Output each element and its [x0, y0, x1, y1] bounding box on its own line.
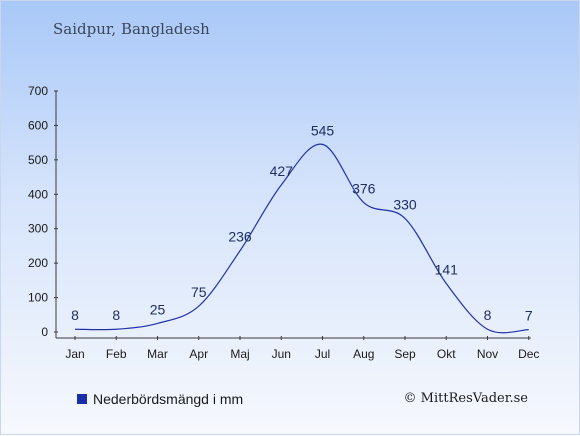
data-label: 376: [352, 181, 376, 197]
data-label: 427: [270, 163, 294, 179]
y-tick-label: 100: [28, 291, 48, 305]
data-label: 75: [191, 284, 207, 300]
data-label: 545: [311, 122, 335, 138]
x-tick-labels: Jan Feb Mar Apr Maj Jun Jul Aug Sep Okt Nov Dec: [65, 336, 539, 361]
x-tick-label: Nov: [477, 347, 498, 361]
data-label: 236: [228, 229, 252, 245]
x-tick-label: Jun: [272, 347, 291, 361]
x-tick-label: Mar: [147, 347, 168, 361]
legend-swatch: [77, 394, 87, 404]
x-tick-label: Maj: [230, 347, 249, 361]
data-label: 141: [435, 261, 459, 277]
legend-label: Nederbördsmängd i mm: [93, 391, 244, 407]
precipitation-line: [74, 143, 529, 334]
x-tick-label: Apr: [189, 347, 208, 361]
x-tick-label: Sep: [394, 347, 416, 361]
axes: [55, 91, 531, 339]
data-label: 8: [71, 307, 79, 323]
chart-title: Saidpur, Bangladesh: [53, 20, 210, 38]
x-tick-label: Jan: [65, 347, 84, 361]
data-label: 25: [150, 301, 166, 317]
y-tick-label: 200: [28, 256, 48, 270]
y-tick-label: 600: [28, 118, 48, 132]
legend: Nederbördsmängd i mm: [77, 391, 243, 407]
x-tick-label: Jul: [315, 347, 330, 361]
credit-text: © MittResVader.se: [403, 391, 528, 406]
data-label: 8: [484, 307, 492, 323]
x-tick-label: Aug: [353, 347, 374, 361]
y-tick-label: 400: [28, 187, 48, 201]
x-tick-label: Dec: [518, 347, 539, 361]
y-tick-labels: 0 100 200 300 400 500 600 700: [28, 84, 58, 339]
data-label: 8: [112, 307, 120, 323]
data-label: 330: [393, 196, 417, 212]
y-tick-label: 700: [28, 84, 48, 98]
x-tick-label: Okt: [437, 347, 456, 361]
y-tick-label: 0: [41, 325, 48, 339]
data-label: 7: [525, 308, 533, 324]
x-tick-label: Feb: [106, 347, 127, 361]
y-tick-label: 500: [28, 153, 48, 167]
y-tick-label: 300: [28, 222, 48, 236]
data-labels: 8 8 25 75 236 427 545 376 330 141 8 7: [71, 122, 533, 323]
